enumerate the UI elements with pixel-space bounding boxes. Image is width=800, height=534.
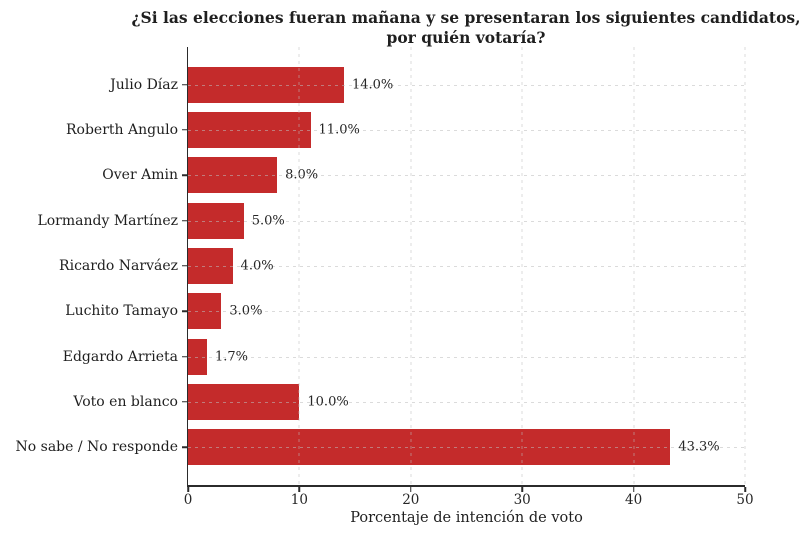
- x-axis-spine: [186, 485, 745, 487]
- value-label: 5.0%: [251, 213, 285, 229]
- h-gridline: [188, 84, 745, 86]
- bar-row: Over Amin 8.0%: [102, 153, 745, 198]
- x-tick: [632, 487, 635, 492]
- bar-rows: Julio Díaz 14.0% Roberth Angulo 11.0% Over A…: [16, 62, 745, 470]
- category-label: Lormandy Martínez: [37, 212, 178, 229]
- h-gridline: [188, 356, 745, 358]
- x-tick: [744, 487, 746, 492]
- x-tick-label: 40: [625, 492, 643, 508]
- h-gridline: [188, 265, 745, 267]
- x-tick-label: 10: [290, 492, 308, 508]
- category-label: Roberth Angulo: [65, 121, 178, 138]
- bar-row: Ricardo Narváez 4.0%: [59, 243, 745, 288]
- y-tick: [182, 355, 187, 358]
- h-gridline: [188, 401, 745, 403]
- chart-title: ¿Si las elecciones fueran mañana y se pr…: [131, 8, 800, 48]
- y-tick: [182, 265, 187, 267]
- y-tick: [182, 174, 187, 177]
- y-tick: [182, 129, 187, 131]
- v-gridline: [410, 47, 412, 485]
- x-tick: [187, 487, 189, 492]
- chart-title-line1: ¿Si las elecciones fueran mañana y se pr…: [131, 8, 800, 27]
- v-gridline: [521, 47, 523, 485]
- h-gridline: [188, 175, 745, 177]
- y-tick: [182, 401, 187, 403]
- h-gridline: [188, 220, 745, 222]
- bar-row: Roberth Angulo 11.0%: [66, 107, 745, 152]
- y-tick: [182, 219, 187, 222]
- bar-row: Julio Díaz 14.0%: [110, 62, 745, 107]
- x-tick-label: 30: [513, 492, 531, 508]
- h-gridline: [188, 129, 745, 131]
- value-label: 1.7%: [214, 349, 248, 365]
- value-label: 3.0%: [229, 303, 263, 319]
- category-label: No sabe / No responde: [15, 439, 178, 456]
- value-label: 10.0%: [307, 394, 349, 410]
- category-label: Luchito Tamayo: [65, 303, 178, 320]
- chart-title-line2: por quién votaría?: [386, 28, 546, 47]
- bar-row: Luchito Tamayo 3.0%: [65, 289, 745, 334]
- x-tick: [298, 487, 301, 492]
- value-label: 14.0%: [351, 77, 394, 93]
- bar-row: Edgardo Arrieta 1.7%: [63, 334, 745, 379]
- v-gridline: [633, 47, 635, 485]
- h-gridline: [188, 311, 745, 313]
- category-label: Voto en blanco: [73, 393, 178, 410]
- category-label: Julio Díaz: [110, 76, 178, 93]
- x-tick: [521, 487, 523, 492]
- bar-row: Voto en blanco 10.0%: [73, 379, 745, 424]
- x-tick-label: 20: [402, 492, 420, 508]
- category-label: Ricardo Narváez: [59, 257, 178, 274]
- h-gridline: [188, 447, 745, 449]
- x-tick-label: 0: [183, 492, 193, 508]
- x-tick-label: 50: [736, 492, 754, 508]
- x-tick: [410, 487, 412, 492]
- bar-row: Lormandy Martínez 5.0%: [37, 198, 745, 243]
- value-label: 11.0%: [318, 122, 360, 138]
- value-label: 4.0%: [240, 258, 274, 274]
- bar-row: No sabe / No responde 43.3%: [16, 425, 745, 470]
- category-label: Over Amin: [102, 167, 178, 184]
- x-axis-label: Porcentaje de intención de voto: [350, 510, 583, 526]
- category-label: Edgardo Arrieta: [62, 348, 178, 365]
- plot-area: Julio Díaz 14.0% Roberth Angulo 11.0% Over A…: [16, 47, 754, 526]
- value-label: 43.3%: [678, 439, 720, 455]
- v-gridline: [298, 47, 300, 485]
- v-gridline: [744, 47, 746, 485]
- value-label: 8.0%: [285, 167, 319, 183]
- y-axis-spine: [186, 47, 188, 487]
- y-tick: [182, 310, 187, 313]
- y-tick: [182, 446, 187, 449]
- y-tick: [182, 83, 187, 86]
